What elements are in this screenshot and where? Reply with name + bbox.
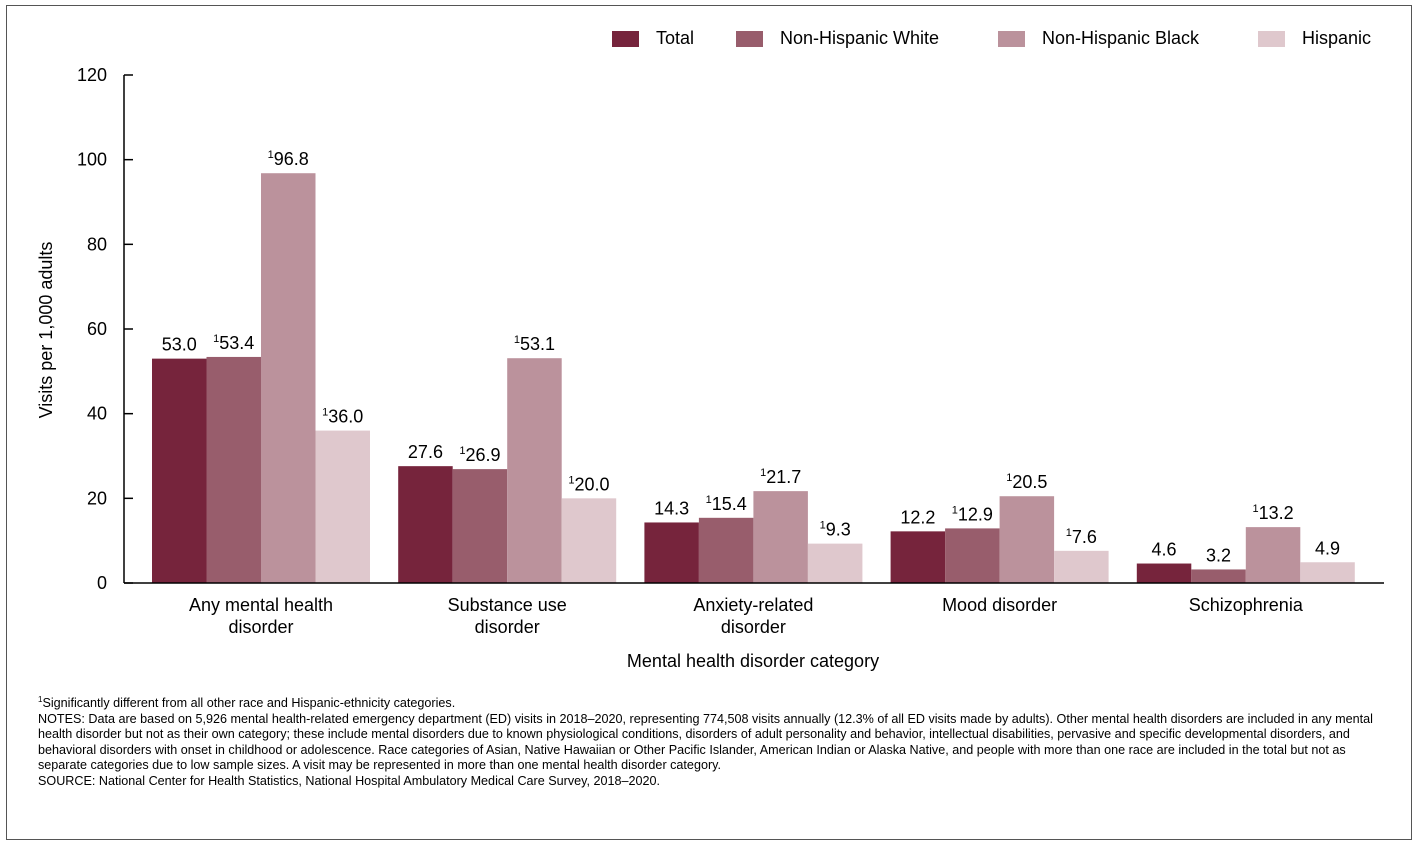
bar bbox=[1136, 563, 1192, 583]
footnote-marker: 1 bbox=[760, 467, 766, 479]
x-tick-label: Anxiety-related disorder bbox=[693, 595, 813, 637]
bar bbox=[398, 466, 453, 583]
bar bbox=[452, 469, 508, 583]
data-label: 4.6 bbox=[1152, 540, 1177, 560]
footnote-marker: 1 bbox=[1252, 503, 1258, 515]
y-tick-label: 60 bbox=[87, 319, 107, 339]
bar bbox=[698, 517, 754, 583]
y-tick-label: 20 bbox=[87, 488, 107, 508]
legend-label: Hispanic bbox=[1302, 28, 1371, 48]
y-tick-label: 100 bbox=[77, 150, 107, 170]
data-label: 3.2 bbox=[1206, 545, 1231, 565]
legend: Total Non-Hispanic White Non-Hispanic Blac… bbox=[612, 28, 1371, 48]
bar bbox=[1191, 569, 1246, 583]
footnote-marker: 1 bbox=[514, 334, 520, 346]
bar bbox=[1300, 562, 1355, 583]
data-label: 126.9 bbox=[459, 445, 500, 465]
source-text: SOURCE: National Center for Health Stati… bbox=[38, 773, 661, 788]
footnote-marker: 1 bbox=[459, 445, 465, 457]
bar bbox=[152, 358, 207, 583]
legend-label: Non-Hispanic Black bbox=[1042, 28, 1200, 48]
footnote-marker: 1 bbox=[952, 504, 958, 516]
data-label: 121.7 bbox=[760, 467, 801, 487]
bar bbox=[507, 358, 562, 583]
bar bbox=[261, 173, 316, 584]
footnote-marker: 1 bbox=[1066, 527, 1072, 539]
notes-text: NOTES: Data are based on 5,926 mental he… bbox=[38, 711, 1373, 773]
bar bbox=[890, 531, 946, 583]
data-label: 136.0 bbox=[322, 407, 363, 427]
bar bbox=[315, 430, 370, 583]
x-axis: Any mental health disorder Substance use di… bbox=[124, 582, 1384, 637]
bar-chart: Total Non-Hispanic White Non-Hispanic Blac… bbox=[36, 28, 1384, 671]
data-label: 14.3 bbox=[654, 498, 689, 518]
y-axis: 0 20 40 60 80 100 120 bbox=[77, 65, 133, 593]
footnote-marker: 1 bbox=[706, 494, 712, 506]
bar bbox=[999, 496, 1055, 583]
data-label: 113.2 bbox=[1252, 503, 1293, 523]
x-tick-label: Schizophrenia bbox=[1189, 595, 1304, 615]
footnote-marker: 1 bbox=[213, 333, 219, 345]
legend-swatch bbox=[612, 31, 639, 47]
data-label: 153.4 bbox=[213, 333, 254, 353]
data-label: 196.8 bbox=[268, 149, 309, 169]
data-label: 112.9 bbox=[952, 504, 993, 524]
footnote-marker: 1 bbox=[820, 520, 826, 532]
bar bbox=[1054, 550, 1109, 583]
legend-label: Total bbox=[656, 28, 694, 48]
bar bbox=[945, 528, 1000, 583]
footnote-marker: 1 bbox=[568, 474, 574, 486]
x-tick-label: Mood disorder bbox=[942, 595, 1057, 615]
data-label: 19.3 bbox=[820, 520, 851, 540]
legend-swatch bbox=[736, 31, 763, 47]
data-label: 120.5 bbox=[1006, 472, 1047, 492]
data-label: 120.0 bbox=[568, 474, 609, 494]
data-label: 153.1 bbox=[514, 334, 555, 354]
footnote-marker: 1 bbox=[38, 694, 43, 704]
x-tick-label: Substance use disorder bbox=[448, 595, 567, 637]
bar bbox=[807, 543, 863, 583]
data-label: 53.0 bbox=[162, 335, 197, 355]
bar bbox=[644, 522, 699, 583]
footnote-marker: 1 bbox=[1006, 472, 1012, 484]
footnote-marker: 1 bbox=[268, 149, 274, 161]
legend-label: Non-Hispanic White bbox=[780, 28, 939, 48]
x-axis-label: Mental health disorder category bbox=[627, 651, 879, 671]
legend-swatch bbox=[1258, 31, 1285, 47]
data-label: 4.9 bbox=[1315, 538, 1340, 558]
y-tick-label: 80 bbox=[87, 234, 107, 254]
legend-swatch bbox=[998, 31, 1025, 47]
y-tick-label: 40 bbox=[87, 404, 107, 424]
data-label: 17.6 bbox=[1066, 527, 1097, 547]
notes-block: 1Significantly different from all other … bbox=[38, 694, 1398, 789]
bar bbox=[206, 356, 261, 583]
y-tick-label: 120 bbox=[77, 65, 107, 85]
data-label: 27.6 bbox=[408, 442, 443, 462]
bar bbox=[753, 491, 808, 583]
data-label: 115.4 bbox=[706, 494, 747, 514]
footnote-marker: 1 bbox=[322, 407, 328, 419]
figure-frame bbox=[6, 5, 1412, 840]
y-axis-label: Visits per 1,000 adults bbox=[36, 242, 56, 419]
bar bbox=[561, 498, 617, 583]
data-label: 12.2 bbox=[900, 507, 935, 527]
y-tick-label: 0 bbox=[97, 573, 107, 593]
footnote: 1Significantly different from all other … bbox=[38, 694, 456, 710]
x-tick-label: Any mental health disorder bbox=[189, 595, 333, 637]
bar bbox=[1245, 527, 1301, 583]
